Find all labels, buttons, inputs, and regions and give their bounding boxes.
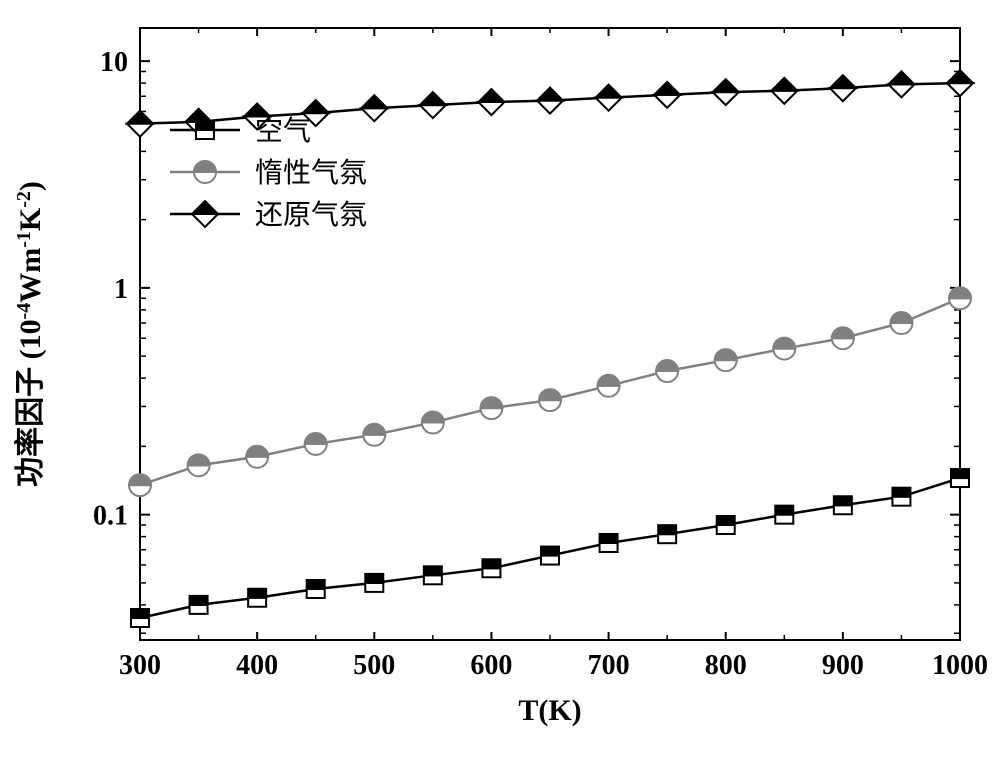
legend-label-air: 空气 [255,115,311,147]
x-tick-label: 300 [119,650,161,681]
y-tick-label: 0.1 [93,501,128,532]
x-tick-label: 400 [236,650,278,681]
x-tick-label: 600 [470,650,512,681]
y-tick-label: 1 [114,274,128,305]
x-tick-label: 500 [353,650,395,681]
x-tick-label: 900 [822,650,864,681]
y-tick-label: 10 [100,47,128,78]
legend-label-reduc: 还原气氛 [255,199,367,231]
x-tick-label: 1000 [932,650,988,681]
power-factor-chart: 300 400 500 600 700 800 900 1000 0.1 1 10 T(K) 功率因子 … [0,0,1000,769]
y-axis-label: 功率因子 (10-4Wm-1K-2) [13,181,47,487]
x-axis-label: T(K) [518,694,581,727]
chart-container: 300 400 500 600 700 800 900 1000 0.1 1 10 T(K) 功率因子 … [0,0,1000,769]
x-tick-label: 800 [705,650,747,681]
legend-label-inert: 惰性气氛 [255,157,367,189]
x-tick-label: 700 [588,650,630,681]
